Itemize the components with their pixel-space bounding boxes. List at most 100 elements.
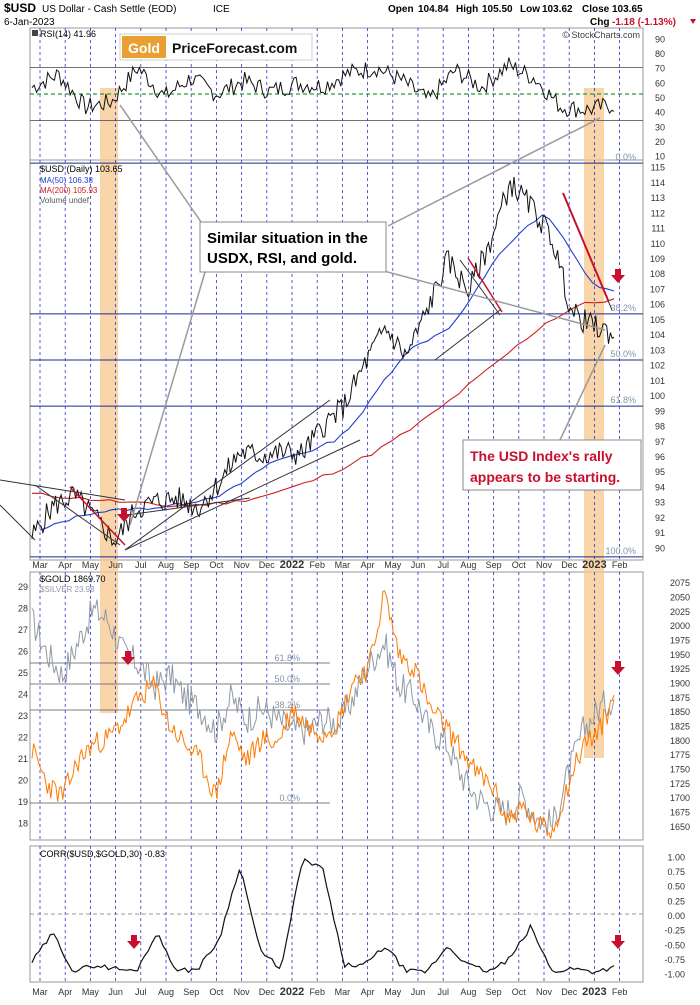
x-tick-label: Dec <box>561 560 578 570</box>
y-tick-label: 20 <box>18 775 28 785</box>
header-high: 105.50 <box>482 4 513 15</box>
trendline-red <box>69 486 126 546</box>
x-tick-label: May <box>82 987 100 997</box>
y-tick-label: 114 <box>651 178 665 188</box>
logo-gold: Gold <box>128 40 160 56</box>
y-tick-label: 24 <box>18 689 28 699</box>
trendline <box>124 399 331 551</box>
corr-title: CORR($USD,$GOLD,30) -0.83 <box>40 849 165 859</box>
x-tick-label: Jun <box>108 987 123 997</box>
y-tick-label: 94 <box>655 482 665 492</box>
x-tick-label: Jun <box>411 560 426 570</box>
x-tick-label: Oct <box>209 560 224 570</box>
y-tick-label: 109 <box>650 254 665 264</box>
panel-frame-gold <box>29 571 644 841</box>
x-tick-label: Aug <box>460 987 476 997</box>
corr-legend: CORR($USD,$GOLD,30) -0.83 <box>40 849 165 859</box>
header-exchange: ICE <box>213 4 230 15</box>
x-tick-label: Dec <box>259 987 276 997</box>
header-chg-label: Chg <box>590 17 609 28</box>
rsi-legend-swatch <box>32 30 38 36</box>
rsi-line <box>31 57 615 118</box>
annotation-rally: The USD Index's rally appears to be star… <box>462 439 642 491</box>
header-open: 104.84 <box>418 4 449 15</box>
y-tick-label: 19 <box>18 797 28 807</box>
x-tick-label: Sep <box>183 560 199 570</box>
x-tick-label: Apr <box>361 987 375 997</box>
rsi-title: RSI(14) 41.96 <box>40 29 96 39</box>
trendline <box>0 479 126 501</box>
gold-line <box>31 590 615 839</box>
y-tick-label: -0.25 <box>664 926 685 936</box>
x-tick-label: Mar <box>32 560 48 570</box>
y-tick-label: 112 <box>651 208 665 218</box>
header-symbol: $USD <box>4 1 36 15</box>
annotation-similar-line1: Similar situation in the <box>207 230 368 247</box>
trendline <box>434 309 501 361</box>
y-tick-label: 1700 <box>670 793 690 803</box>
y-tick-label: 0.00 <box>667 911 685 921</box>
x-tick-labels: Mar Apr May Jun Jul Aug Sep Oct Nov Dec 2022 Feb Mar… <box>32 559 627 998</box>
x-tick-label: Nov <box>536 987 553 997</box>
ma200-line <box>31 298 615 508</box>
gold-fib-label: 0.0% <box>279 793 300 803</box>
y-tick-label: 93 <box>655 498 665 508</box>
down-arrow-icon <box>611 269 625 283</box>
header-low: 103.62 <box>542 4 573 15</box>
x-tick-label: Sep <box>486 987 502 997</box>
chart-header: $USD US Dollar - Cash Settle (EOD) ICE 6… <box>4 1 696 40</box>
trendline-red <box>562 192 609 301</box>
trendline <box>459 259 501 316</box>
trendline <box>0 504 36 541</box>
y-tick-label: -0.50 <box>664 940 685 950</box>
y-tick-label: 1850 <box>670 707 690 717</box>
highlight-bands <box>100 88 604 758</box>
x-tick-label: Feb <box>612 987 628 997</box>
callout-line-rally <box>559 344 606 441</box>
x-tick-label: 2022 <box>280 986 304 998</box>
down-arrow-icon <box>611 935 625 949</box>
y-tick-label: 100 <box>650 391 665 401</box>
trendline <box>124 439 361 551</box>
y-tick-label: 1775 <box>670 750 690 760</box>
fib-level-label: 100.0% <box>605 546 636 556</box>
y-tick-label: 108 <box>650 269 665 279</box>
x-tick-label: May <box>82 560 100 570</box>
y-tick-label: 60 <box>655 78 665 88</box>
y-tick-label: 111 <box>651 224 665 234</box>
x-tick-label: Sep <box>183 987 199 997</box>
gold-fib-label: 50.0% <box>274 674 300 684</box>
usd-title: $USD (Daily) 103.65 <box>40 164 123 174</box>
x-tick-label: Oct <box>512 987 527 997</box>
silver-line <box>31 599 615 837</box>
fib-level-label: 38.2% <box>610 303 636 313</box>
x-tick-label: Dec <box>561 987 578 997</box>
trendline <box>34 484 121 546</box>
y-tick-label: 26 <box>18 646 28 656</box>
y-tick-label: 99 <box>655 406 665 416</box>
annotation-rally-line2: appears to be starting. <box>470 469 620 485</box>
y-tick-label: 23 <box>18 711 28 721</box>
x-tick-label: Aug <box>460 560 476 570</box>
y-tick-label: 103 <box>650 345 665 355</box>
callout-line-rsi-right <box>387 117 601 227</box>
y-tick-label: 102 <box>650 361 665 371</box>
trendline-red <box>467 257 503 313</box>
fib-level-label: 0.0% <box>615 152 636 162</box>
y-tick-label: 97 <box>655 437 665 447</box>
y-tick-label: 92 <box>655 513 665 523</box>
x-tick-label: Jul <box>437 987 449 997</box>
y-tick-label: 18 <box>18 818 28 828</box>
y-tick-label: 115 <box>651 163 665 173</box>
down-triangle-icon <box>690 19 696 24</box>
x-tick-label: May <box>384 560 402 570</box>
y-tick-label: 1800 <box>670 736 690 746</box>
y-tick-label: 2025 <box>670 607 690 617</box>
x-tick-label: 2023 <box>582 986 606 998</box>
y-tick-label: 50 <box>655 93 665 103</box>
y-tick-label: 1650 <box>670 822 690 832</box>
red-arrows <box>117 269 625 949</box>
